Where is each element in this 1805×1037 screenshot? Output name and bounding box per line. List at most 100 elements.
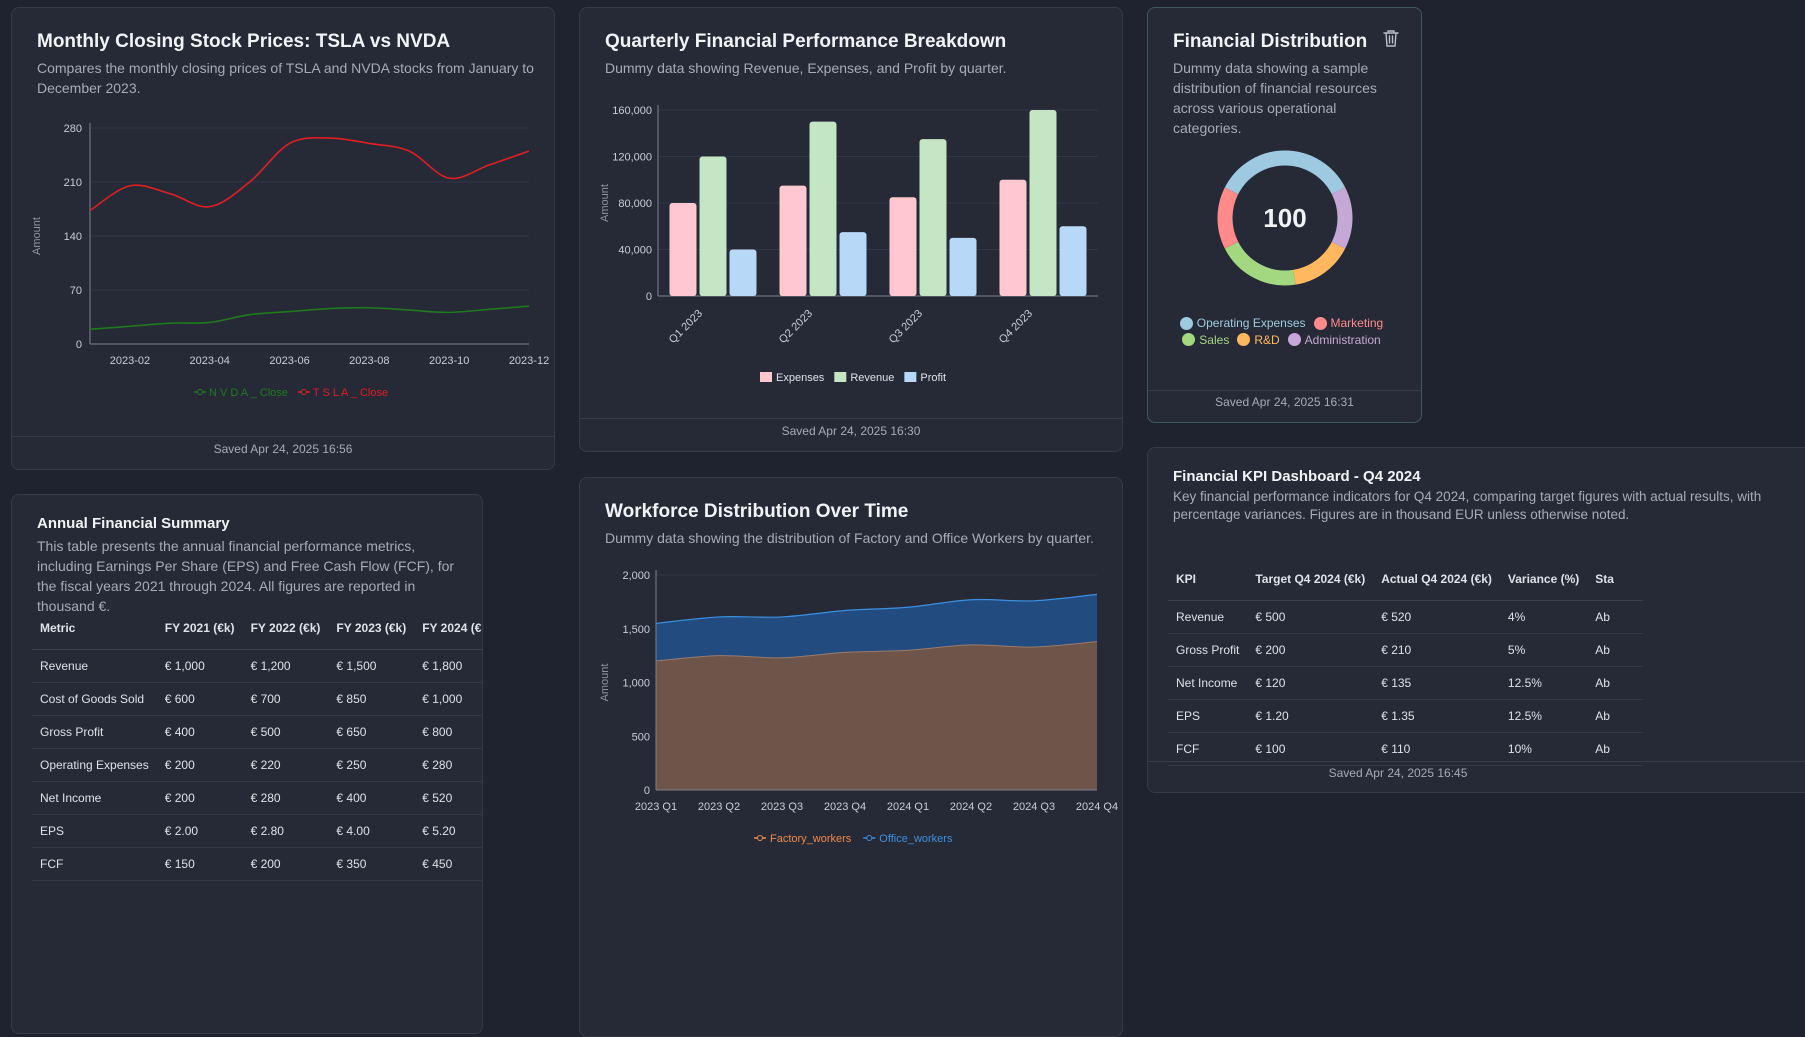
annual-column-header[interactable]: Metric xyxy=(32,607,157,650)
stock-chart-card: Monthly Closing Stock Prices: TSLA vs NV… xyxy=(11,7,555,470)
kpi-saved-timestamp: Saved Apr 24, 2025 16:45 xyxy=(1328,766,1468,780)
table-row: Revenue € 500 € 520 4% Ab xyxy=(1168,600,1644,634)
distribution-legend-label: Administration xyxy=(1304,332,1381,347)
annual-column-header[interactable]: FY 2022 (€k) xyxy=(242,607,329,650)
kpi-cell: € 200 xyxy=(1247,633,1374,667)
kpi-column-header[interactable]: Target Q4 2024 (€k) xyxy=(1247,558,1374,601)
table-row: FCF € 150 € 200 € 350 € 450 xyxy=(32,847,482,881)
quarterly-y-tick-label: 0 xyxy=(646,291,652,303)
quarterly-chart-description: Dummy data showing Revenue, Expenses, an… xyxy=(605,60,1007,76)
kpi-column-header[interactable]: KPI xyxy=(1168,558,1248,601)
quarterly-bar-chart[interactable]: 0 40,000 80,000 120,000 160,000 Amount Q1 2023… xyxy=(580,88,1123,388)
distribution-legend-label: R&D xyxy=(1254,332,1280,347)
stock-y-tick-label: 70 xyxy=(70,285,82,297)
distribution-legend-item[interactable]: R&D xyxy=(1237,332,1280,347)
table-row: EPS € 1.20 € 1.35 12.5% Ab xyxy=(1168,699,1644,733)
annual-cell: € 4.00 xyxy=(328,814,415,848)
annual-cell: € 500 xyxy=(242,715,329,749)
table-row: Net Income € 200 € 280 € 400 € 520 xyxy=(32,781,482,815)
annual-column-header[interactable]: FY 2023 (€k) xyxy=(328,607,415,650)
quarterly-legend-label: Profit xyxy=(920,372,946,384)
workforce-office-area xyxy=(656,594,1097,661)
workforce-x-tick-label: 2023 Q3 xyxy=(761,801,803,813)
stock-x-tick-label: 2023-02 xyxy=(110,355,150,367)
trash-icon[interactable] xyxy=(1383,30,1399,48)
stock-saved-timestamp: Saved Apr 24, 2025 16:56 xyxy=(213,442,353,456)
annual-cell: Cost of Goods Sold xyxy=(32,682,157,716)
workforce-legend-marker-dot xyxy=(866,835,873,841)
kpi-cell: 12.5% xyxy=(1499,666,1588,700)
annual-column-header[interactable]: FY 2024 (€k) xyxy=(414,607,482,650)
distribution-legend-item[interactable]: Marketing xyxy=(1313,316,1383,330)
kpi-cell: Ab xyxy=(1587,699,1644,733)
quarterly-bar xyxy=(1059,226,1087,296)
workforce-x-tick-label: 2024 Q3 xyxy=(1013,801,1055,813)
kpi-card-divider xyxy=(1148,761,1805,762)
quarterly-y-tick-label: 120,000 xyxy=(612,152,652,164)
annual-cell: € 280 xyxy=(414,748,482,782)
kpi-cell: 12.5% xyxy=(1499,699,1588,733)
kpi-table: KPI Target Q4 2024 (€k) Actual Q4 2024 (€k… xyxy=(1168,558,1644,766)
stock-x-tick-label: 2023-04 xyxy=(190,355,230,367)
kpi-column-header[interactable]: Sta xyxy=(1587,558,1644,601)
table-row: FCF € 100 € 110 10% Ab xyxy=(1168,732,1644,766)
workforce-chart-title: Workforce Distribution Over Time xyxy=(605,501,909,522)
stock-chart-description: Compares the monthly closing prices of T… xyxy=(37,60,534,96)
annual-cell: € 220 xyxy=(242,748,329,782)
table-row: Cost of Goods Sold € 600 € 700 € 850 € 1,000 xyxy=(32,682,482,716)
kpi-cell: € 120 xyxy=(1247,666,1374,700)
kpi-cell: 4% xyxy=(1499,600,1588,634)
quarterly-y-tick-label: 80,000 xyxy=(618,198,652,210)
quarterly-bar xyxy=(729,249,757,296)
kpi-cell: € 520 xyxy=(1373,600,1500,634)
table-row: Operating Expenses € 200 € 220 € 250 € 280 xyxy=(32,748,482,782)
kpi-cell: € 500 xyxy=(1247,600,1374,634)
kpi-cell: € 110 xyxy=(1373,732,1500,766)
distribution-legend: Operating Expenses Marketing Sales R&D Admin… xyxy=(1168,316,1403,349)
annual-cell: € 850 xyxy=(328,682,415,716)
distribution-legend-item[interactable]: Operating Expenses xyxy=(1179,316,1306,330)
kpi-cell: Ab xyxy=(1587,732,1644,766)
distribution-legend-item[interactable]: Sales xyxy=(1182,333,1229,347)
legend-dot-icon xyxy=(1179,316,1193,330)
workforce-x-tick-label: 2024 Q4 xyxy=(1076,801,1118,813)
kpi-cell: Ab xyxy=(1587,666,1644,700)
stock-x-tick-label: 2023-08 xyxy=(349,355,389,367)
kpi-column-header[interactable]: Variance (%) xyxy=(1499,558,1588,601)
kpi-cell: EPS xyxy=(1168,699,1248,733)
distribution-slice xyxy=(1224,150,1346,195)
quarterly-y-tick-label: 160,000 xyxy=(612,105,652,117)
annual-column-header[interactable]: FY 2021 (€k) xyxy=(156,607,243,650)
legend-dot-icon xyxy=(1313,316,1327,330)
annual-cell: € 450 xyxy=(414,847,482,881)
stock-card-divider xyxy=(12,436,554,437)
annual-cell: € 1,800 xyxy=(414,649,482,683)
quarterly-bar xyxy=(779,185,807,296)
quarterly-bar xyxy=(839,232,867,296)
table-row: EPS € 2.00 € 2.80 € 4.00 € 5.20 xyxy=(32,814,482,848)
quarterly-y-tick-label: 40,000 xyxy=(618,245,652,257)
kpi-column-header[interactable]: Actual Q4 2024 (€k) xyxy=(1373,558,1500,601)
workforce-area-chart[interactable]: 0 500 1,000 1,500 2,000 Amount 2023 Q1 2023 Q2 2… xyxy=(580,563,1123,858)
table-row: Net Income € 120 € 135 12.5% Ab xyxy=(1168,666,1644,700)
quarterly-y-axis-label: Amount xyxy=(599,184,611,222)
distribution-legend-item[interactable]: Administration xyxy=(1287,332,1381,347)
annual-cell: € 700 xyxy=(242,682,329,716)
distribution-slice xyxy=(1331,187,1353,249)
annual-summary-description: This table presents the annual financial… xyxy=(37,538,455,614)
stock-y-tick-label: 280 xyxy=(64,123,82,135)
table-row: Gross Profit € 400 € 500 € 650 € 800 xyxy=(32,715,482,749)
kpi-cell: Ab xyxy=(1587,633,1644,667)
workforce-legend-marker-dot xyxy=(757,835,763,841)
workforce-x-tick-label: 2024 Q1 xyxy=(887,801,929,813)
distribution-slice xyxy=(1217,187,1239,249)
annual-cell: € 800 xyxy=(414,715,482,749)
annual-cell: € 200 xyxy=(156,748,243,782)
stock-legend-marker-dot xyxy=(300,389,307,395)
distribution-donut-chart[interactable]: 100 xyxy=(1148,143,1422,313)
workforce-legend-label: Office_workers xyxy=(879,833,953,845)
annual-cell: Gross Profit xyxy=(32,715,157,749)
stock-line-chart[interactable]: 0 70 140 210 280 2023-02 2023-04 2023-06 2023-08… xyxy=(12,108,555,418)
distribution-legend-label: Operating Expenses xyxy=(1196,316,1306,330)
distribution-slice xyxy=(1224,241,1296,286)
